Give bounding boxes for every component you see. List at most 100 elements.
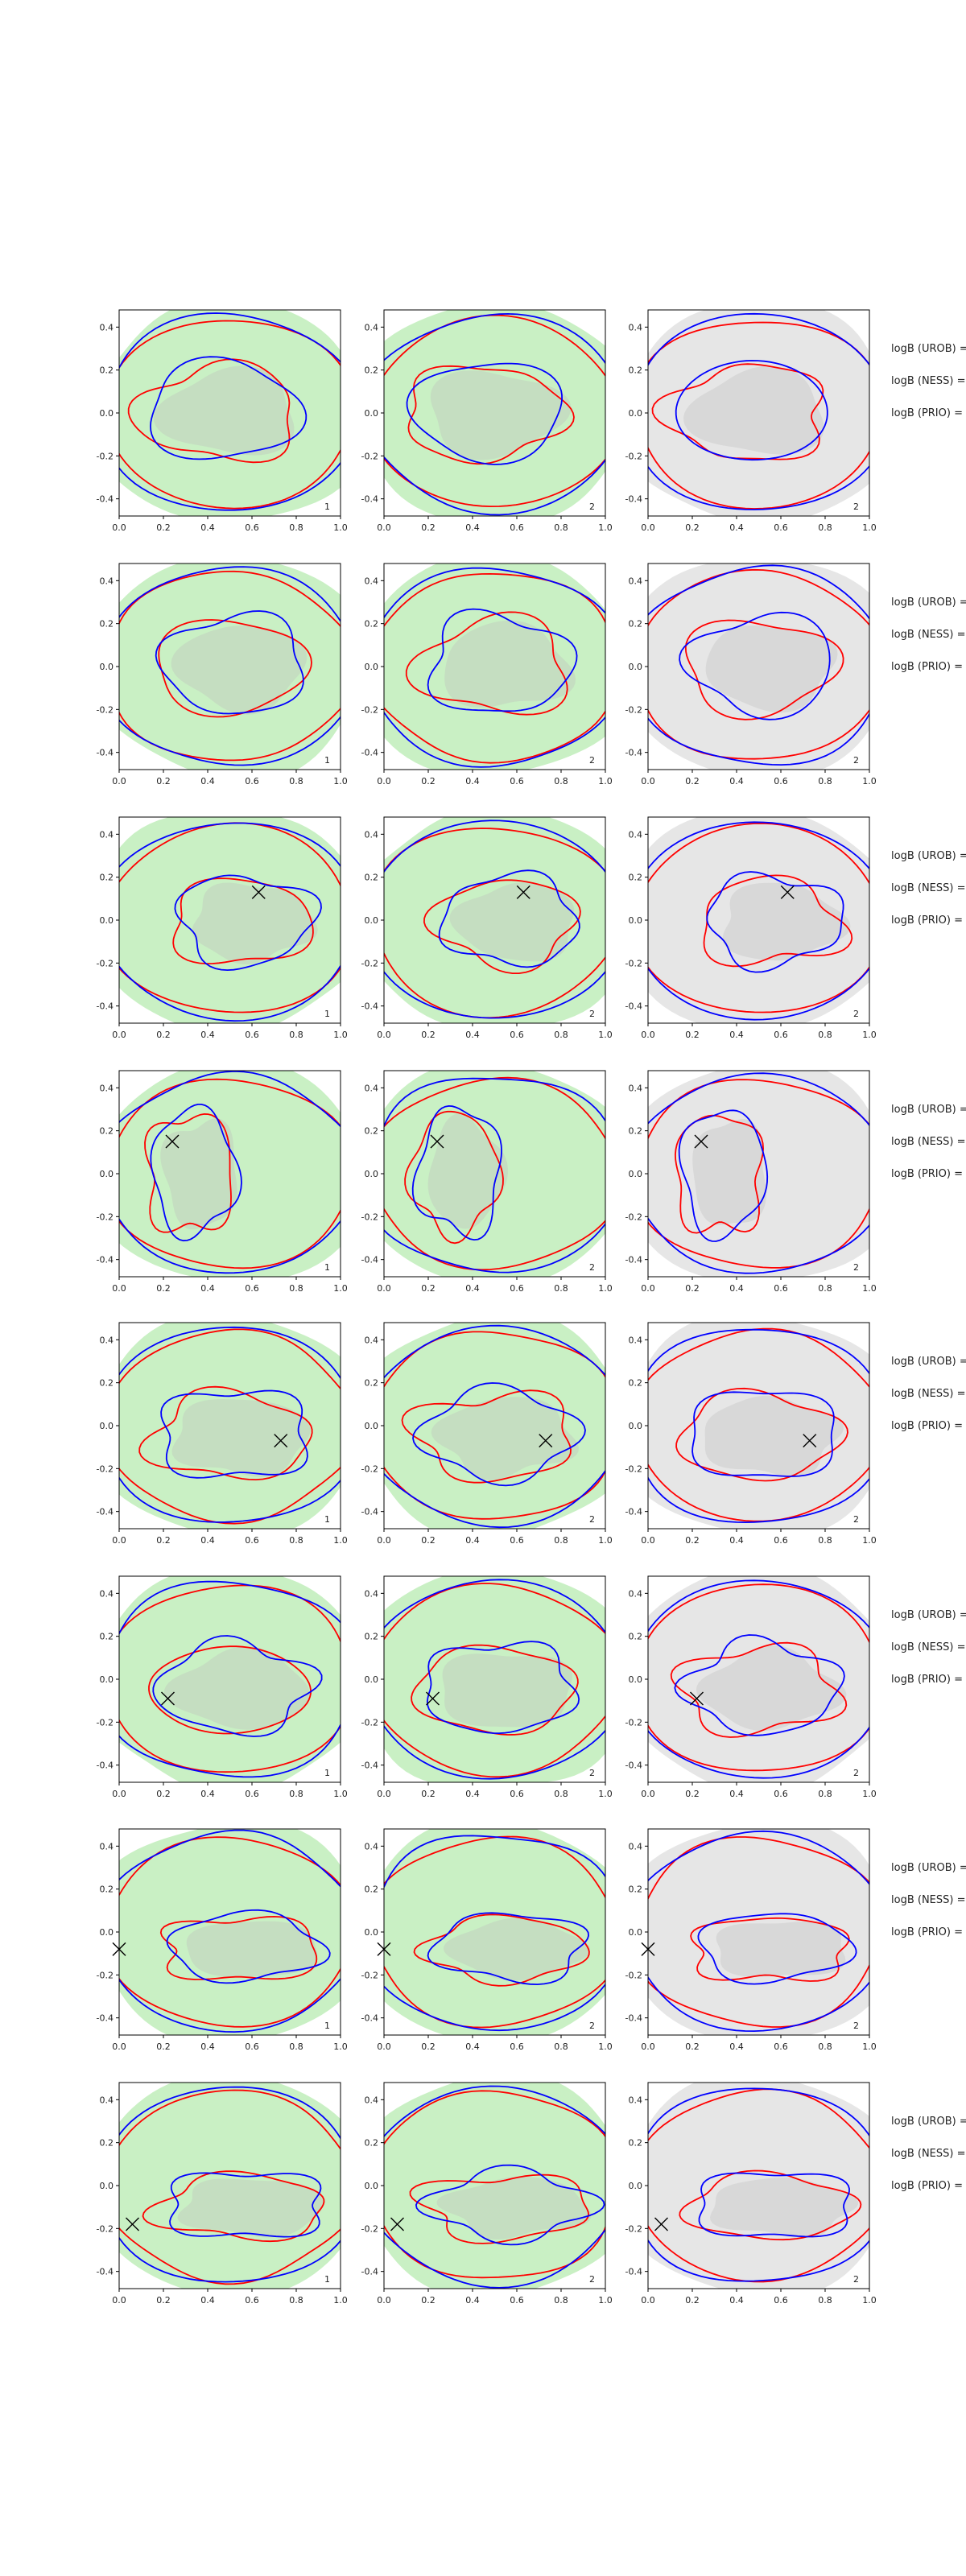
x-tick-label: 1.0 bbox=[862, 1030, 877, 1040]
plot-area bbox=[648, 564, 869, 770]
outer-red-contour bbox=[384, 1331, 605, 1520]
x-tick-label: 0.0 bbox=[377, 1283, 391, 1294]
y-tick-label: 0.0 bbox=[365, 662, 379, 672]
true-parameter-marker bbox=[161, 1691, 175, 1706]
logb-label: logB (NESS) = bbox=[891, 1641, 965, 1653]
x-tick-label: 0.8 bbox=[554, 1535, 568, 1546]
y-tick-label: 0.0 bbox=[629, 408, 643, 419]
x-tick-label: 0.4 bbox=[200, 2295, 215, 2306]
inner-blue-contour bbox=[174, 874, 322, 972]
x-tick-label: 0.4 bbox=[200, 522, 215, 533]
inner-red-contour bbox=[148, 1645, 312, 1735]
density-fill bbox=[648, 817, 869, 1023]
x-tick-label: 0.4 bbox=[465, 1283, 480, 1294]
inner-red-contour bbox=[404, 1110, 504, 1245]
logb-label: logB (UROB) = bbox=[891, 850, 966, 862]
x-tick-label: 0.4 bbox=[729, 1535, 744, 1546]
inner-blue-contour bbox=[427, 608, 578, 712]
y-tick-label: 0.2 bbox=[100, 365, 114, 376]
plot-area bbox=[384, 1576, 605, 1782]
x-tick-label: 0.4 bbox=[200, 1283, 215, 1294]
x-tick-label: 0.8 bbox=[289, 522, 303, 533]
y-tick-label: 0.0 bbox=[365, 408, 379, 419]
true-parameter-marker bbox=[803, 1434, 817, 1448]
x-tick-label: 0.6 bbox=[245, 522, 259, 533]
x-tick-label: 1.0 bbox=[333, 1535, 348, 1546]
y-tick-label: 0.2 bbox=[100, 1632, 114, 1642]
y-tick-label: 0.2 bbox=[100, 619, 114, 630]
x-tick-label: 0.4 bbox=[729, 1789, 744, 1799]
y-tick-label: -0.4 bbox=[625, 2267, 642, 2277]
density-fill bbox=[384, 1576, 605, 1782]
x-tick-label: 0.2 bbox=[685, 1030, 700, 1040]
y-tick-label: 0.0 bbox=[100, 2181, 114, 2191]
y-tick-label: 0.0 bbox=[365, 1674, 379, 1685]
panel-r8-c2: 0.0 0.2 0.4 0.6 0.8 1.0 0.4 0.2 0.0 -0.2 -0.4 2 bbox=[361, 2082, 613, 2306]
true-parameter-marker bbox=[516, 885, 530, 899]
outer-blue-contour bbox=[119, 566, 341, 766]
x-tick-label: 0.0 bbox=[112, 2041, 126, 2052]
y-tick-label: 0.2 bbox=[629, 619, 643, 630]
y-tick-label: 0.4 bbox=[365, 829, 379, 840]
y-tick-label: -0.4 bbox=[361, 1001, 378, 1012]
panel-r5-c3: 0.0 0.2 0.4 0.6 0.8 1.0 0.4 0.2 0.0 -0.2 -0.4 2 bbox=[625, 1322, 877, 1546]
inner-density-fill bbox=[177, 2178, 324, 2238]
panel-index-label: 2 bbox=[853, 2274, 859, 2285]
x-tick-label: 0.8 bbox=[289, 1030, 303, 1040]
inner-density-fill bbox=[171, 1399, 311, 1477]
panel-r4-c2: 0.0 0.2 0.4 0.6 0.8 1.0 0.4 0.2 0.0 -0.2 -0.4 2 bbox=[361, 1070, 613, 1294]
inner-red-contour bbox=[405, 611, 568, 716]
y-tick-label: -0.2 bbox=[97, 958, 114, 968]
panel-index-label: 2 bbox=[589, 2274, 595, 2285]
inner-red-contour bbox=[127, 358, 291, 464]
y-tick-label: -0.2 bbox=[361, 451, 378, 461]
density-fill bbox=[119, 564, 341, 770]
outer-blue-contour bbox=[648, 2087, 869, 2282]
y-tick-label: 0.4 bbox=[365, 1335, 379, 1345]
x-tick-label: 0.6 bbox=[510, 2295, 524, 2306]
x-tick-label: 0.6 bbox=[774, 1789, 788, 1799]
plot-area bbox=[384, 817, 605, 1023]
inner-red-contour bbox=[158, 619, 312, 718]
inner-red-contour bbox=[679, 2169, 862, 2241]
logb-label: logB (PRIO) = bbox=[891, 1674, 963, 1686]
x-tick-label: 0.8 bbox=[818, 1283, 832, 1294]
panel-r7-c1: 0.0 0.2 0.4 0.6 0.8 1.0 0.4 0.2 0.0 -0.2 -0.4 1 bbox=[97, 1828, 348, 2052]
x-tick-label: 0.4 bbox=[729, 1283, 744, 1294]
panel-index-label: 2 bbox=[589, 502, 595, 512]
panel-index-label: 1 bbox=[324, 1514, 330, 1525]
panel-index-label: 1 bbox=[324, 1768, 330, 1778]
x-tick-label: 1.0 bbox=[598, 1030, 613, 1040]
inner-density-fill bbox=[696, 1645, 847, 1732]
inner-blue-contour bbox=[698, 2172, 850, 2238]
outer-red-contour bbox=[648, 2088, 869, 2283]
x-tick-label: 0.6 bbox=[245, 776, 259, 786]
logb-label: logB (UROB) = bbox=[891, 1862, 966, 1874]
y-tick-label: 0.2 bbox=[629, 1126, 643, 1137]
panel-r8-c3: 0.0 0.2 0.4 0.6 0.8 1.0 0.4 0.2 0.0 -0.2 -0.4 2 bbox=[625, 2082, 877, 2306]
inner-blue-contour bbox=[675, 360, 828, 461]
panel-index-label: 2 bbox=[853, 2021, 859, 2031]
panel-r1-c3: 0.0 0.2 0.4 0.6 0.8 1.0 0.4 0.2 0.0 -0.2 -0.4 2 bbox=[625, 309, 877, 533]
panel-index-label: 2 bbox=[853, 1009, 859, 1019]
inner-red-contour bbox=[411, 1644, 579, 1736]
true-parameter-marker bbox=[251, 885, 266, 899]
inner-red-contour bbox=[142, 2170, 325, 2243]
outer-red-contour bbox=[119, 1328, 341, 1525]
outer-blue-contour bbox=[384, 312, 605, 516]
x-tick-label: 0.8 bbox=[289, 1535, 303, 1546]
inner-density-fill bbox=[436, 2176, 592, 2240]
outer-red-contour bbox=[384, 1583, 605, 1778]
y-tick-label: -0.4 bbox=[625, 1507, 642, 1517]
outer-red-contour bbox=[384, 828, 605, 1019]
outer-red-contour bbox=[384, 1835, 605, 2029]
inner-density-fill bbox=[431, 1397, 579, 1480]
x-tick-label: 1.0 bbox=[333, 2295, 348, 2306]
x-tick-label: 0.0 bbox=[377, 776, 391, 786]
x-tick-label: 0.0 bbox=[641, 1789, 655, 1799]
x-tick-label: 0.0 bbox=[377, 522, 391, 533]
density-fill bbox=[384, 817, 605, 1023]
y-tick-label: -0.4 bbox=[625, 748, 642, 758]
y-tick-label: -0.4 bbox=[97, 1001, 114, 1012]
panel-r2-c3: 0.0 0.2 0.4 0.6 0.8 1.0 0.4 0.2 0.0 -0.2 -0.4 2 bbox=[625, 563, 877, 786]
